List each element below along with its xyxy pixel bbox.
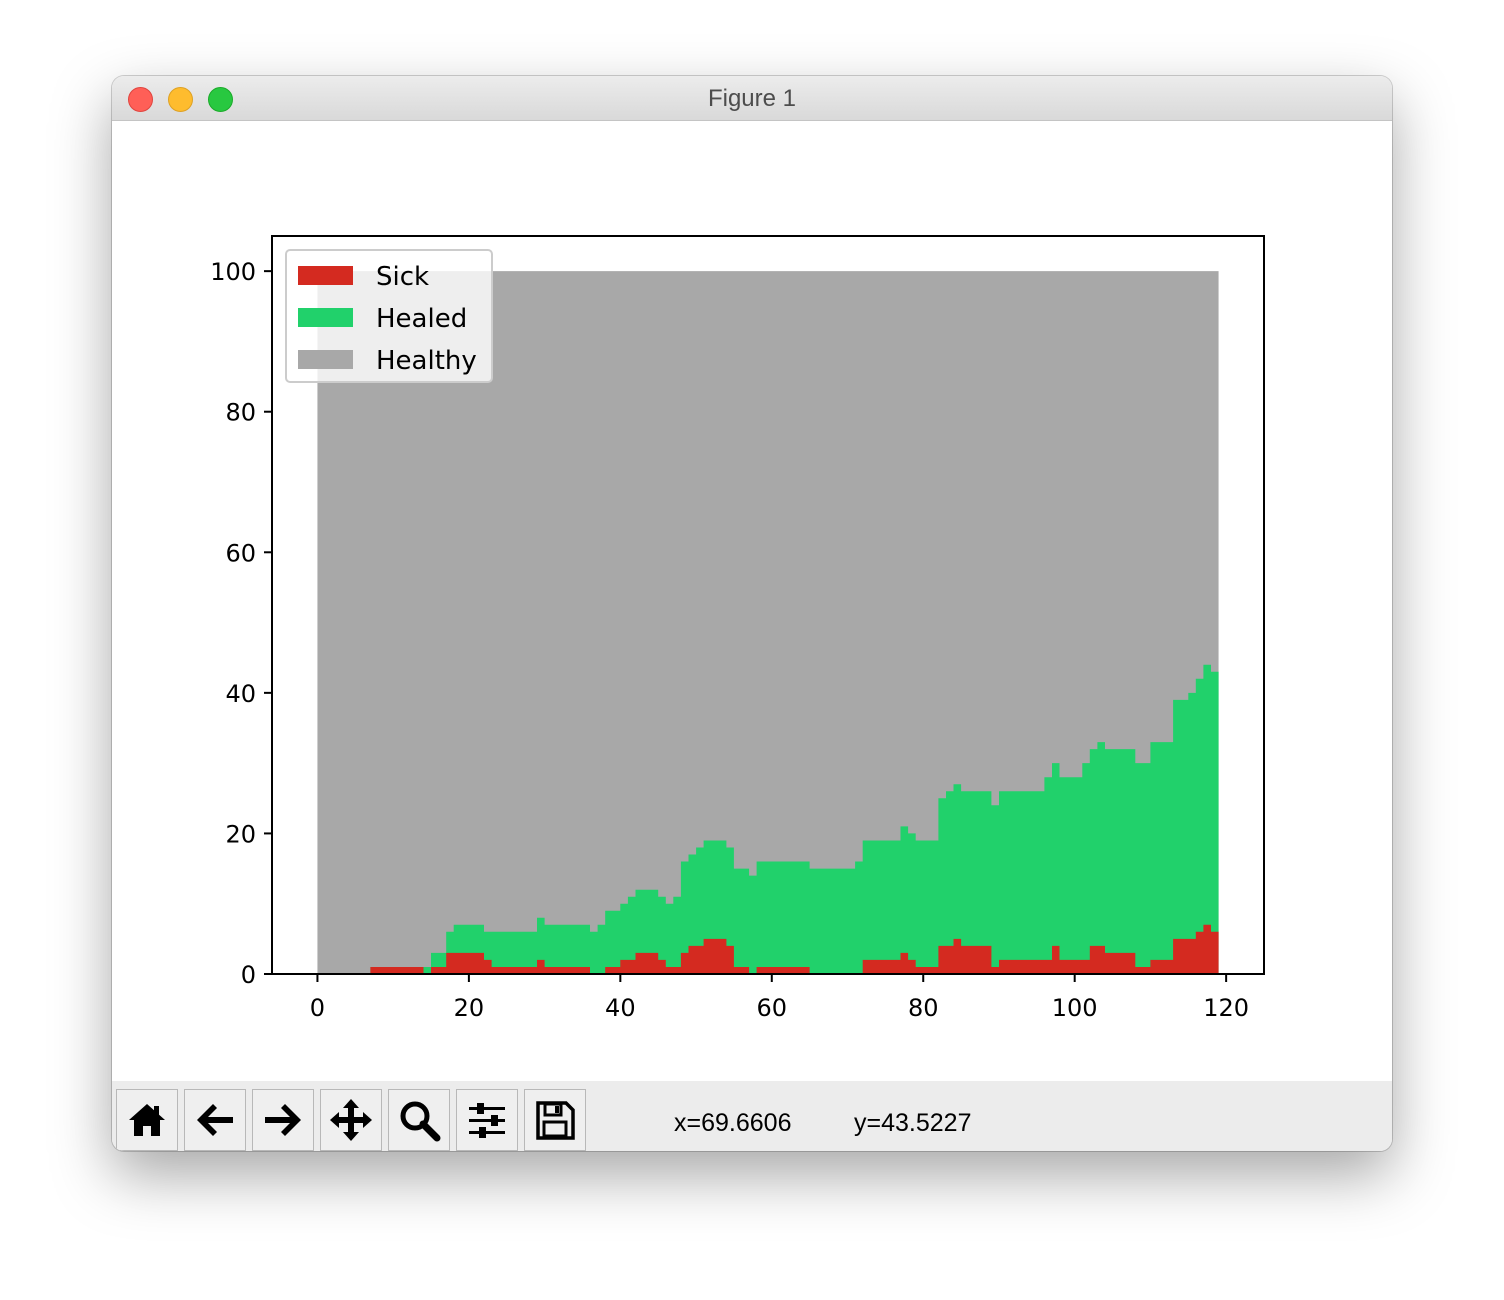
- y-coordinate-readout: y=43.5227: [854, 1109, 972, 1137]
- x-axis: 0 20 40 60 80 100 120: [310, 974, 1249, 1022]
- x-tick-label: 100: [1052, 994, 1098, 1022]
- home-icon: [129, 1104, 165, 1136]
- title-bar[interactable]: Figure 1: [112, 76, 1392, 121]
- configure-subplots-icon: [469, 1103, 505, 1138]
- healthy-area: [317, 271, 1219, 975]
- y-tick-label: 20: [225, 820, 256, 848]
- y-tick-label: 80: [225, 399, 256, 427]
- save-button[interactable]: [524, 1089, 586, 1151]
- legend-swatch: [298, 350, 353, 369]
- plot-frame: [271, 235, 1265, 975]
- healed-area: [317, 664, 1219, 974]
- x-tick-label: 40: [605, 994, 636, 1022]
- forward-arrow-icon: [265, 1104, 301, 1136]
- zoom-button[interactable]: [388, 1089, 450, 1151]
- legend-swatch: [298, 308, 353, 327]
- maximize-window-button[interactable]: [208, 87, 233, 112]
- stacked-area-chart: 0 20 40 60 80 100 120 0 20 40 60 80 100 Sick Healed H…: [210, 235, 1265, 1022]
- x-tick-label: 120: [1203, 994, 1249, 1022]
- minimize-window-button[interactable]: [168, 87, 193, 112]
- figure-canvas[interactable]: 0 20 40 60 80 100 120 0 20 40 60 80 100 Sick Healed H…: [112, 121, 1392, 1081]
- x-tick-label: 0: [310, 994, 325, 1022]
- zoom-magnifier-icon: [400, 1101, 441, 1142]
- y-tick-label: 40: [225, 680, 256, 708]
- back-arrow-icon: [197, 1104, 233, 1136]
- figure-window: Figure 1 0 20 40 60 80 100 120 0 20 40 60 80 100 Si…: [112, 76, 1392, 1151]
- legend-label: Healed: [376, 304, 467, 334]
- legend-label: Healthy: [376, 346, 477, 376]
- configure-subplots-button[interactable]: [456, 1089, 518, 1151]
- x-tick-label: 20: [454, 994, 485, 1022]
- window-title: Figure 1: [707, 85, 797, 112]
- close-window-button[interactable]: [128, 87, 153, 112]
- pan-button[interactable]: [320, 1089, 382, 1151]
- sick-area: [317, 924, 1219, 974]
- y-tick-label: 60: [225, 539, 256, 567]
- navigation-toolbar: x=69.6606 y=43.5227: [112, 1081, 1392, 1151]
- x-tick-label: 60: [757, 994, 788, 1022]
- x-coordinate-readout: x=69.6606: [674, 1109, 792, 1137]
- x-tick-label: 80: [908, 994, 939, 1022]
- back-button[interactable]: [184, 1089, 246, 1151]
- save-floppy-icon: [536, 1101, 575, 1140]
- chart-areas: [317, 271, 1219, 975]
- y-axis: 0 20 40 60 80 100: [210, 258, 272, 989]
- forward-button[interactable]: [252, 1089, 314, 1151]
- y-tick-label: 0: [241, 961, 256, 989]
- legend-label: Sick: [376, 262, 429, 292]
- y-tick-label: 100: [210, 258, 256, 286]
- pan-move-icon: [330, 1099, 372, 1141]
- legend-swatch: [298, 266, 353, 285]
- home-button[interactable]: [116, 1089, 178, 1151]
- legend: Sick Healed Healthy: [285, 249, 493, 383]
